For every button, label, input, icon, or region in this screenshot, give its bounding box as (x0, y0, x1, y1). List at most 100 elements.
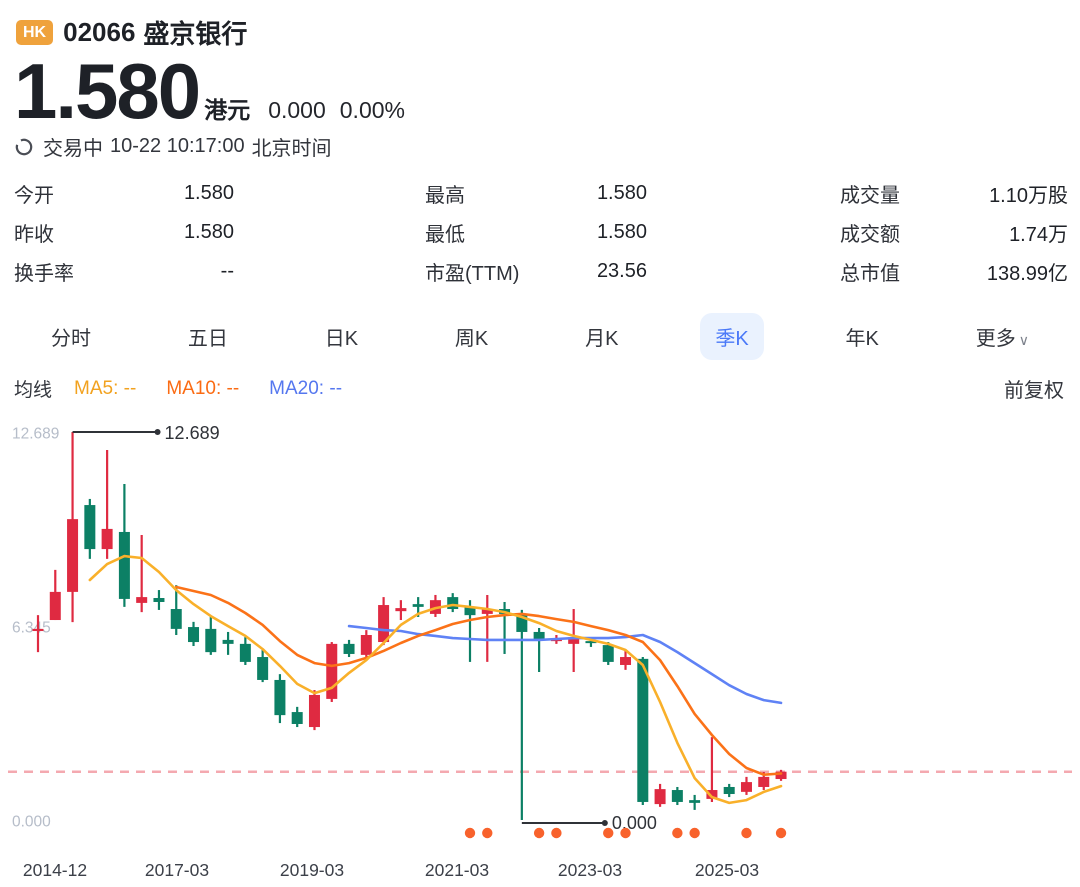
candle-body (84, 505, 96, 550)
event-marker-dot (620, 827, 631, 839)
stock-name: 盛京银行 (143, 19, 248, 49)
candle-body (412, 604, 424, 607)
candle-body (533, 631, 545, 639)
tab-more[interactable]: 更多 ∨ (975, 327, 1029, 350)
candle-body (205, 628, 217, 653)
candle-body (49, 591, 61, 621)
refresh-icon[interactable] (14, 137, 34, 157)
max-annotation-label: 12.689 (165, 423, 220, 443)
stat-volume: 成交量 1.10万股 (840, 185, 1068, 207)
tab-quarterly[interactable]: 季K (700, 312, 764, 360)
candle-body (671, 790, 683, 802)
market-badge: HK (16, 19, 54, 46)
min-annotation-dot (601, 820, 608, 826)
tab-5day[interactable]: 五日 (187, 327, 228, 350)
candle-body (118, 531, 130, 599)
current-price: 1.580 (14, 47, 201, 135)
stat-pe-ttm: 市盈(TTM) 23.56 (425, 260, 647, 285)
candle-body (326, 643, 338, 699)
event-marker-dot (482, 827, 493, 839)
stat-low: 最低 1.580 (425, 221, 647, 246)
event-marker-dot (603, 827, 614, 839)
price-row: 1.580 港元 0.000 0.00% (14, 52, 405, 130)
candle-body (620, 657, 632, 665)
x-axis-label: 2019-03 (280, 860, 344, 880)
x-axis-label: 2023-03 (558, 860, 622, 880)
stat-high: 最高 1.580 (425, 182, 647, 207)
ma-prefix-label: 均线 (14, 380, 53, 401)
stat-amount: 成交额 1.74万 (840, 224, 1068, 246)
y-axis-label: 12.689 (12, 426, 59, 443)
candle-body (654, 789, 666, 805)
candle-body (447, 597, 459, 610)
candlestick-chart[interactable]: 12.689 6.345 0.000 12.689 0.000 2014-12 2017-0… (0, 415, 1080, 885)
ma-legend-bar: 均线 MA5: -- MA10: -- MA20: -- 前复权 (14, 374, 1064, 403)
candle-body (378, 605, 390, 643)
candle-body (516, 613, 528, 632)
min-annotation-label: 0.000 (612, 813, 657, 833)
event-marker-dot (464, 827, 476, 839)
candle-body (343, 643, 355, 654)
ma5-legend: MA5: -- (74, 377, 137, 399)
candle-body (308, 694, 320, 728)
candle-body (274, 679, 286, 716)
candle-body (602, 645, 614, 662)
chevron-down-icon: ∨ (1018, 331, 1029, 348)
stat-open: 今开 1.580 (14, 182, 234, 207)
ma5-line (88, 554, 783, 805)
stat-prev-close: 昨收 1.580 (14, 221, 234, 246)
tab-weekly[interactable]: 周K (454, 327, 489, 350)
stock-code: 02066 (63, 17, 136, 47)
stock-title: HK 02066 盛京银行 (16, 14, 247, 51)
adjustment-mode-selector[interactable]: 前复权 (1004, 380, 1064, 402)
event-marker-dot (533, 827, 545, 839)
x-axis-label: 2017-03 (145, 860, 209, 880)
candle-body (758, 776, 770, 787)
y-axis-label: 0.000 (12, 814, 51, 831)
candle-body (637, 658, 649, 802)
timezone-label: 北京时间 (251, 138, 332, 160)
candle-body (101, 528, 113, 550)
candle-body (775, 771, 787, 780)
x-axis-label: 2014-12 (23, 860, 87, 880)
tab-monthly[interactable]: 月K (585, 327, 619, 350)
event-marker-dot (551, 827, 562, 839)
candle-body (706, 790, 718, 799)
candle-body (136, 597, 148, 603)
price-change: 0.000 (268, 97, 326, 123)
candle-body (360, 635, 372, 655)
ma20-legend: MA20: -- (269, 377, 343, 399)
candle-body (723, 786, 735, 795)
price-change-percent: 0.00% (339, 97, 405, 123)
candle-body (222, 639, 234, 644)
event-marker-dot (689, 827, 700, 839)
candle-body (239, 643, 251, 662)
candle-body (740, 782, 752, 792)
candle-body (32, 628, 44, 632)
max-annotation-dot (154, 429, 161, 436)
candle-body (689, 800, 701, 803)
candle-body (481, 609, 493, 614)
quote-time: 10-22 10:17:00 (110, 135, 245, 157)
ma10-legend: MA10: -- (166, 377, 240, 399)
tab-daily[interactable]: 日K (324, 327, 359, 350)
stat-market-cap: 总市值 138.99亿 (840, 263, 1068, 285)
candle-body (464, 606, 476, 616)
stat-turnover-rate: 换手率 -- (14, 260, 234, 285)
candle-body (153, 598, 165, 602)
event-marker-dot (672, 827, 683, 839)
event-marker-dot (775, 827, 787, 839)
x-axis-label: 2021-03 (425, 860, 489, 880)
event-marker-dot (741, 827, 752, 839)
tab-minute[interactable]: 分时 (51, 327, 91, 350)
status-row: 交易中 10-22 10:17:00 北京时间 (14, 132, 339, 161)
candle-body (585, 641, 597, 644)
currency-label: 港元 (204, 97, 251, 123)
candle-body (67, 519, 79, 592)
tab-yearly[interactable]: 年K (845, 327, 879, 350)
candle-body (188, 627, 200, 643)
period-tabs: 分时 五日 日K 周K 月K 季K 年K 更多 ∨ (0, 310, 1080, 362)
ma10-line (174, 585, 783, 777)
trading-status: 交易中 (43, 138, 103, 160)
